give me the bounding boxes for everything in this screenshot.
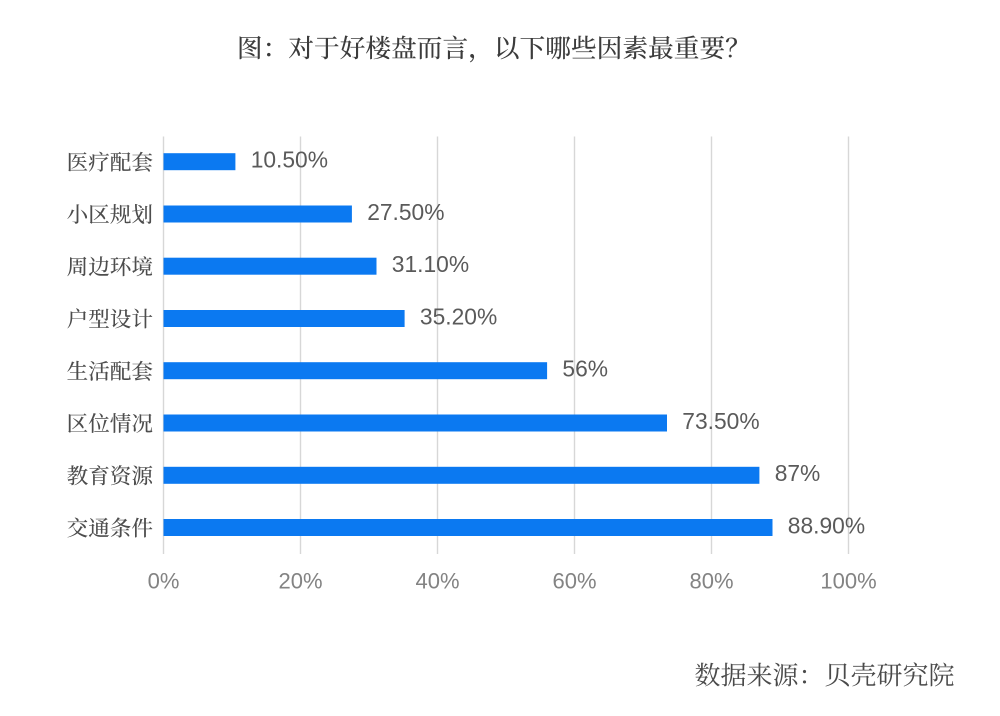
svg-text:10.50%: 10.50% <box>251 147 328 173</box>
svg-text:31.10%: 31.10% <box>392 251 469 277</box>
svg-text:56%: 56% <box>562 356 608 382</box>
svg-text:20%: 20% <box>278 569 322 594</box>
svg-text:40%: 40% <box>415 569 459 594</box>
svg-text:27.50%: 27.50% <box>367 199 444 225</box>
svg-text:0%: 0% <box>148 569 180 594</box>
svg-text:88.90%: 88.90% <box>788 512 865 538</box>
svg-text:60%: 60% <box>552 569 596 594</box>
svg-text:87%: 87% <box>775 460 821 486</box>
svg-text:80%: 80% <box>689 569 733 594</box>
svg-text:35.20%: 35.20% <box>420 303 497 329</box>
svg-text:100%: 100% <box>820 569 876 594</box>
svg-text:73.50%: 73.50% <box>682 408 759 434</box>
